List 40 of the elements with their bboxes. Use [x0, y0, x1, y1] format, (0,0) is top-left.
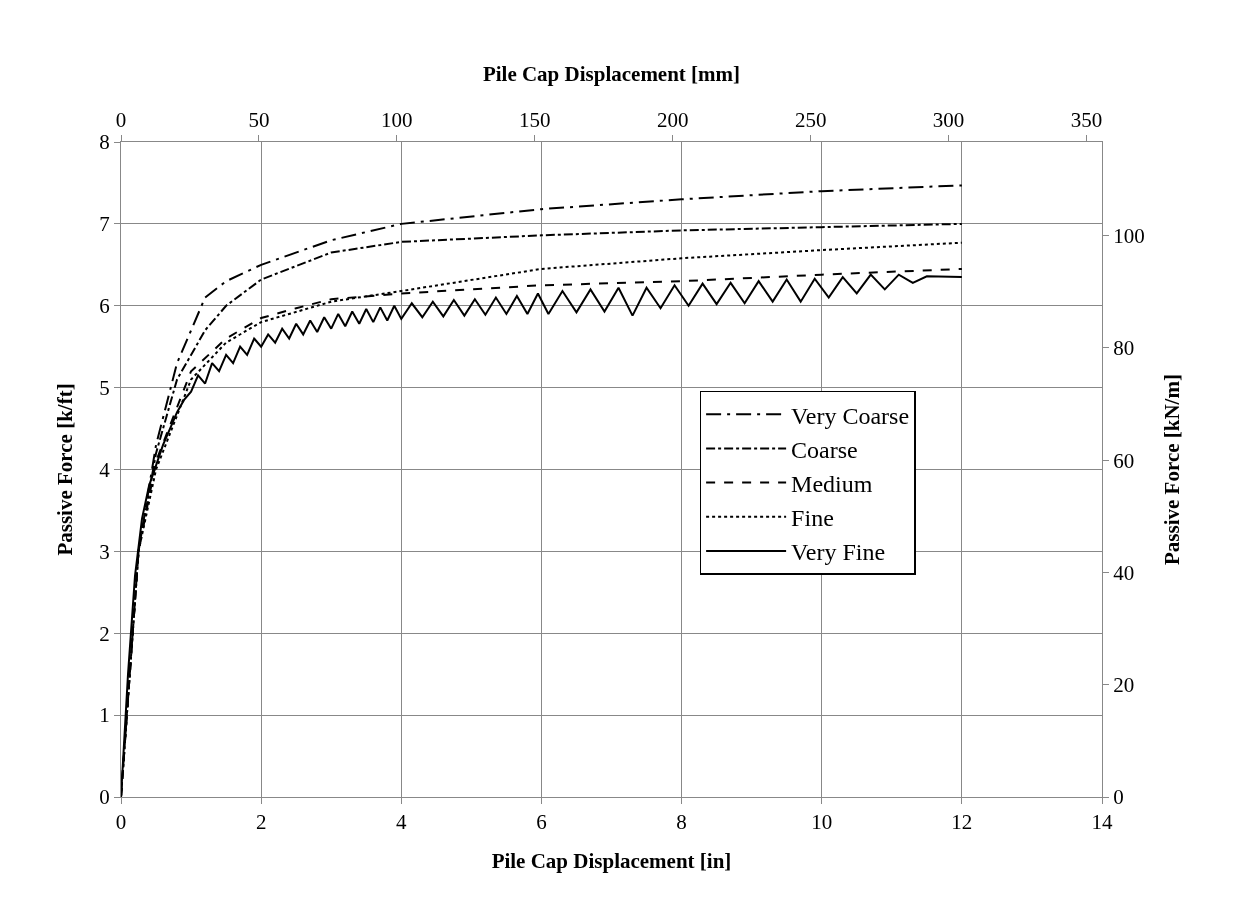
legend-label: Fine [791, 505, 834, 532]
x-axis-title: Pile Cap Displacement [in] [491, 849, 732, 874]
y2-axis-title: Passive Force [kN/m] [1159, 374, 1184, 565]
x-tick-label: 6 [536, 810, 547, 835]
y2-tick-label: 80 [1113, 336, 1135, 361]
x2-tick-label: 350 [1070, 107, 1103, 132]
legend-label: Medium [791, 470, 873, 497]
x2-tick-label: 50 [248, 107, 270, 132]
y-axis-title: Passive Force [k/ft] [53, 383, 78, 556]
x2-tick-label: 0 [115, 107, 127, 132]
y2-tick-label: 100 [1113, 224, 1145, 249]
y-tick-label: 3 [99, 539, 110, 564]
y-tick-label: 8 [99, 130, 110, 155]
legend-label: Coarse [791, 436, 858, 463]
x2-tick-label: 200 [656, 107, 689, 132]
x2-axis-title: Pile Cap Displacement [mm] [482, 61, 741, 86]
x-tick-label: 2 [255, 810, 267, 835]
y-tick-label: 0 [99, 785, 110, 810]
x-tick-label: 12 [951, 810, 973, 835]
y-tick-label: 7 [99, 212, 110, 237]
x-tick-label: 14 [1091, 810, 1113, 835]
x-tick-label: 4 [396, 810, 408, 835]
x2-tick-label: 150 [519, 107, 551, 132]
x2-tick-label: 100 [381, 107, 413, 132]
x-tick-label: 0 [115, 810, 127, 835]
y-tick-label: 6 [99, 294, 110, 319]
y2-tick-label: 0 [1113, 785, 1124, 810]
y2-tick-label: 60 [1113, 448, 1135, 473]
x2-tick-label: 300 [932, 107, 965, 132]
y2-tick-label: 20 [1113, 673, 1135, 698]
y-tick-label: 4 [99, 457, 111, 482]
x-tick-label: 10 [811, 810, 833, 835]
y-tick-label: 2 [99, 621, 110, 646]
y2-tick-label: 40 [1113, 560, 1135, 585]
x-tick-label: 8 [676, 810, 687, 835]
legend-label: Very Coarse [791, 402, 910, 429]
legend-label: Very Fine [791, 539, 886, 566]
x2-tick-label: 250 [794, 107, 827, 132]
y-tick-label: 1 [99, 703, 110, 728]
y-tick-label: 5 [99, 375, 110, 400]
